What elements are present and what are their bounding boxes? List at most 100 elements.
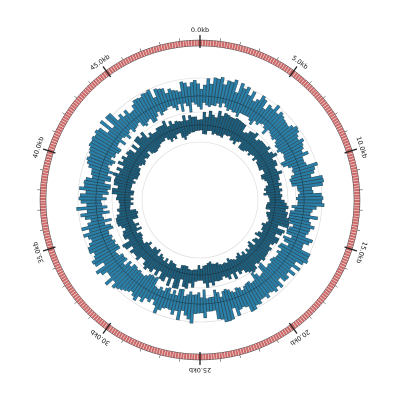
feature-block <box>70 104 77 110</box>
feature-block <box>339 262 347 268</box>
feature-block <box>44 161 51 166</box>
histogram-bar <box>231 133 238 142</box>
feature-block <box>213 40 217 47</box>
feature-block <box>242 46 247 53</box>
feature-block <box>321 292 328 299</box>
histogram-bar <box>123 264 132 273</box>
minor-tick <box>357 229 361 231</box>
histogram-bar <box>213 289 218 304</box>
histogram-bar <box>297 187 304 192</box>
feature-block <box>229 42 233 50</box>
feature-block <box>45 156 52 161</box>
histogram-bar <box>254 231 266 240</box>
histogram-bar <box>289 176 303 182</box>
feature-block <box>41 178 48 182</box>
feature-block <box>89 311 95 318</box>
histogram-bar <box>173 294 178 302</box>
histogram-bar <box>169 130 175 139</box>
histogram-bar <box>292 224 301 230</box>
histogram-bar <box>261 227 269 233</box>
histogram-bar <box>181 126 188 140</box>
guide-circle <box>111 111 289 289</box>
minor-tick <box>52 267 56 270</box>
histogram-bar <box>194 116 198 126</box>
feature-block <box>48 250 56 255</box>
histogram-bar <box>274 196 282 200</box>
histogram-bar <box>96 188 108 193</box>
histogram-bar <box>145 247 153 255</box>
feature-block <box>191 40 195 47</box>
feature-block <box>260 340 266 348</box>
histogram-bar <box>124 202 134 206</box>
feature-block <box>292 72 299 79</box>
histogram-bar <box>204 124 208 135</box>
histogram-bar <box>95 194 103 198</box>
histogram-bar <box>233 291 238 299</box>
feature-block <box>272 58 278 66</box>
histogram-bar <box>247 240 258 251</box>
feature-block <box>125 336 131 343</box>
feature-block <box>115 330 121 338</box>
histogram-bar <box>110 251 117 257</box>
histogram-bar <box>222 98 227 104</box>
feature-block <box>177 41 181 48</box>
feature-block <box>252 49 257 57</box>
feature-block <box>332 277 339 282</box>
histogram-bar <box>115 136 127 146</box>
minor-tick <box>88 81 91 84</box>
feature-block <box>337 267 344 273</box>
feature-block <box>232 350 236 357</box>
feature-block <box>40 183 47 187</box>
feature-block <box>50 140 58 145</box>
histogram-bar <box>98 222 106 227</box>
histogram-bar <box>297 202 305 206</box>
histogram-bar <box>296 185 304 189</box>
feature-block <box>156 348 161 355</box>
feature-block <box>54 130 62 135</box>
histogram-bar <box>102 234 113 241</box>
histogram-bar <box>162 101 168 111</box>
histogram-bar <box>261 230 268 236</box>
feature-block <box>232 43 236 50</box>
feature-block <box>324 288 332 294</box>
histogram-bar <box>202 289 207 305</box>
feature-block <box>309 306 316 313</box>
histogram-bar <box>202 124 206 135</box>
histogram-bar <box>218 97 224 108</box>
histogram-bar <box>176 267 181 273</box>
feature-block <box>161 349 166 356</box>
feature-block <box>145 48 150 56</box>
histogram-bar <box>189 125 193 133</box>
feature-block <box>127 337 133 344</box>
histogram-bar <box>231 101 238 113</box>
histogram-bar <box>127 179 136 185</box>
feature-block <box>158 44 163 52</box>
histogram-bar <box>115 255 126 264</box>
histogram-bar <box>112 253 120 259</box>
histogram-bar <box>140 151 149 160</box>
histogram-bar <box>266 211 275 216</box>
histogram-bar <box>127 215 139 221</box>
tick-label: 10.0kb <box>354 136 369 160</box>
histogram-bar <box>114 253 125 262</box>
histogram-bar <box>240 254 247 261</box>
histogram-bar <box>101 162 109 168</box>
feature-block <box>92 79 99 86</box>
feature-block <box>90 81 97 88</box>
histogram-bar <box>269 127 277 135</box>
histogram-bar <box>197 119 200 126</box>
feature-block <box>351 226 358 231</box>
feature-block <box>350 166 357 171</box>
feature-block <box>63 279 70 285</box>
feature-block <box>75 97 82 104</box>
minor-tick <box>323 95 326 99</box>
histogram-bar <box>239 105 246 114</box>
feature-block <box>65 110 73 117</box>
feature-block <box>258 341 263 349</box>
feature-block <box>75 297 83 303</box>
feature-block <box>47 148 55 153</box>
histogram-bar <box>107 243 119 252</box>
histogram-bar <box>96 214 103 218</box>
histogram-bar <box>258 262 273 277</box>
histogram-bar <box>293 170 301 176</box>
